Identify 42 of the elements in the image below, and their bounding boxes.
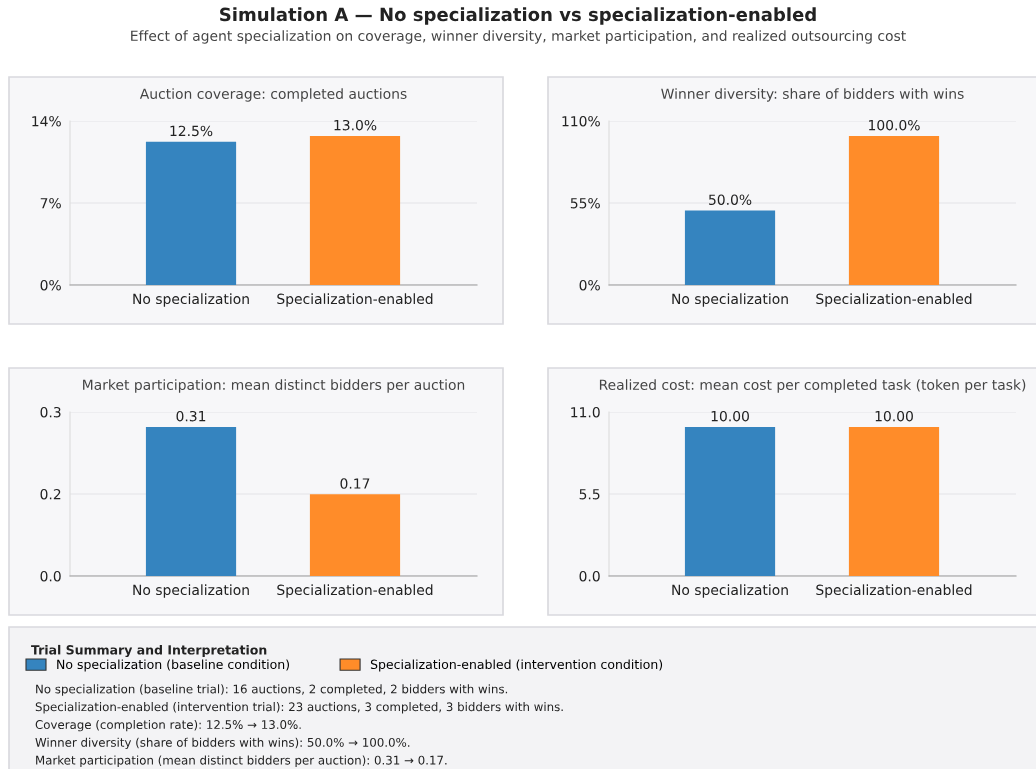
chart-title: Winner diversity: share of bidders with wins: [661, 88, 964, 102]
data-label: 12.5%: [170, 125, 213, 137]
y-tick-label: 14%: [32, 115, 61, 127]
y-tick-label: 0.2: [40, 488, 61, 500]
text: Winner diversity (share of bidders with wins): 50.0% → 100.0%.: [35, 737, 410, 750]
y-tick-label: 5.5: [579, 489, 600, 500]
x-tick-label: Specialization-enabled: [816, 584, 972, 598]
data-label: 50.0%: [709, 194, 752, 205]
y-tick-label: 55%: [570, 197, 600, 209]
data-label: 10.00: [875, 410, 913, 422]
chart-title: Auction coverage: completed auctions: [139, 88, 407, 102]
legend-label: No specialization (baseline condition): [57, 659, 289, 672]
data-label: 0.31: [176, 410, 206, 422]
x-tick-label: Specialization-enabled: [816, 293, 972, 307]
x-tick-label: No specialization: [133, 293, 249, 307]
x-tick-label: No specialization: [672, 584, 788, 598]
y-tick-label: 0.0: [579, 570, 600, 582]
y-tick-label: 110%: [562, 115, 600, 127]
chart-title: Market participation: mean distinct bidders per auction: [83, 379, 465, 393]
y-tick-label: 7%: [40, 197, 61, 209]
data-label: 10.00: [711, 410, 749, 422]
y-tick-label: 0%: [40, 279, 61, 291]
legend-label: Specialization-enabled (intervention condition): [370, 659, 663, 672]
x-tick-label: Specialization-enabled: [277, 584, 433, 598]
text: Effect of agent specialization on coverage, winner diversity, market participation, and realized outsourcing cost: [131, 30, 906, 44]
data-label: 0.17: [340, 478, 370, 489]
text: Market participation (mean distinct bidders per auction): 0.31 → 0.17.: [36, 755, 447, 767]
text: Specialization-enabled (intervention trial): 23 auctions, 3 completed, 3 bidders with wins.: [35, 702, 563, 714]
text: Coverage (completion rate): 12.5% → 13.0%.: [35, 719, 301, 732]
y-tick-label: 0.0: [40, 570, 61, 582]
x-tick-label: No specialization: [133, 584, 249, 598]
y-tick-label: 11.0: [571, 406, 600, 418]
data-label: 13.0%: [334, 119, 377, 131]
x-tick-label: No specialization: [672, 293, 788, 307]
text: Trial Summary and Interpretation: [31, 644, 267, 658]
x-tick-label: Specialization-enabled: [277, 293, 433, 307]
y-tick-label: 0%: [579, 279, 600, 291]
y-tick-label: 0.3: [40, 406, 61, 418]
text: Simulation A — No specialization vs specialization-enabled: [220, 7, 816, 25]
data-label: 100.0%: [869, 119, 920, 131]
text: No specialization (baseline trial): 16 auctions, 2 completed, 2 bidders with wins.: [36, 684, 508, 696]
chart-title: Realized cost: mean cost per completed task (token per task): [599, 379, 1026, 393]
